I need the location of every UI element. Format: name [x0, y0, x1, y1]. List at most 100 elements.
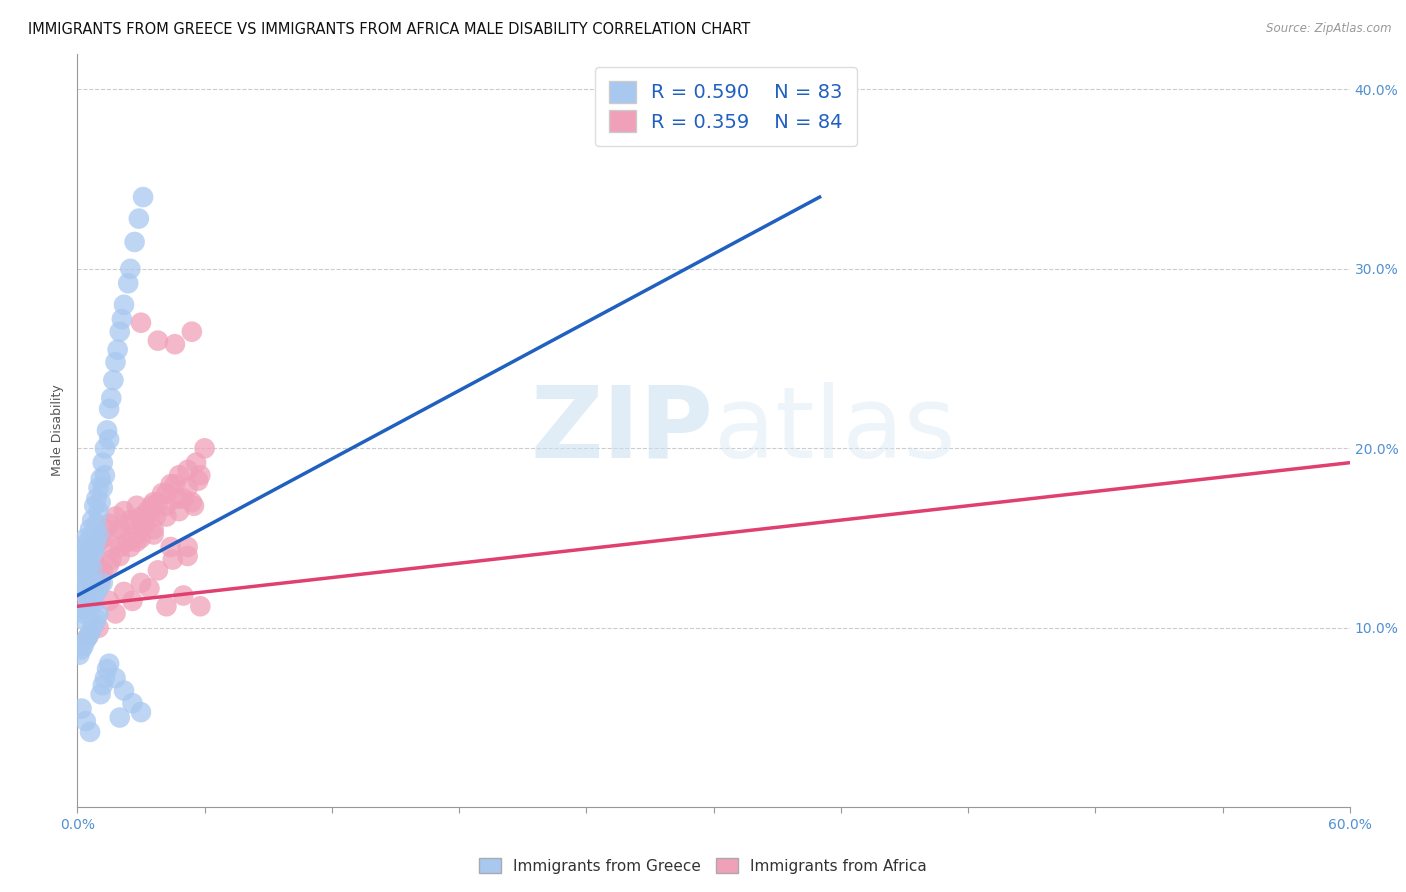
Point [188, 599, 211, 614]
Point [187, 474, 209, 488]
Point [91, 456, 114, 470]
Point [90, 472, 112, 486]
Point [73, 639, 96, 653]
Point [142, 527, 165, 541]
Point [125, 527, 148, 541]
Point [91, 678, 114, 692]
Point [73, 585, 96, 599]
Point [176, 540, 198, 554]
Point [83, 589, 105, 603]
Point [73, 566, 96, 581]
Legend: Immigrants from Greece, Immigrants from Africa: Immigrants from Greece, Immigrants from … [474, 852, 932, 880]
Point [162, 552, 184, 566]
Text: ZIP: ZIP [530, 382, 714, 479]
Point [129, 513, 152, 527]
Point [176, 463, 198, 477]
Point [94, 468, 117, 483]
Point [180, 495, 202, 509]
Point [163, 337, 186, 351]
Point [129, 316, 152, 330]
Point [98, 401, 121, 416]
Point [90, 576, 112, 591]
Point [180, 325, 202, 339]
Point [70, 558, 93, 572]
Point [82, 513, 104, 527]
Point [108, 522, 131, 536]
Point [75, 552, 97, 566]
Point [104, 355, 127, 369]
Point [172, 589, 194, 603]
Text: atlas: atlas [714, 382, 955, 479]
Point [146, 334, 169, 348]
Point [83, 525, 105, 540]
Point [121, 696, 143, 710]
Point [159, 540, 181, 554]
Point [83, 499, 105, 513]
Y-axis label: Male Disability: Male Disability [51, 384, 65, 476]
Point [176, 549, 198, 563]
Point [83, 617, 105, 632]
Point [86, 563, 108, 577]
Point [112, 585, 135, 599]
Point [87, 582, 110, 596]
Point [82, 561, 104, 575]
Point [70, 701, 93, 715]
Point [121, 594, 143, 608]
Point [142, 522, 165, 536]
Point [136, 504, 159, 518]
Point [79, 570, 101, 584]
Point [77, 630, 100, 644]
Point [98, 594, 121, 608]
Point [141, 499, 163, 513]
Point [125, 499, 148, 513]
Point [132, 190, 155, 204]
Point [159, 477, 181, 491]
Point [70, 576, 93, 591]
Point [83, 570, 105, 584]
Point [75, 603, 97, 617]
Point [82, 598, 104, 612]
Point [69, 648, 91, 662]
Point [75, 552, 97, 566]
Point [120, 516, 142, 531]
Point [79, 572, 101, 586]
Point [79, 554, 101, 568]
Point [83, 549, 105, 563]
Point [79, 724, 101, 739]
Point [70, 642, 93, 657]
Point [111, 312, 134, 326]
Point [146, 563, 169, 577]
Point [87, 607, 110, 621]
Point [117, 277, 139, 291]
Point [82, 543, 104, 558]
Point [70, 549, 93, 563]
Point [117, 534, 139, 549]
Point [172, 491, 194, 506]
Point [94, 522, 117, 536]
Point [75, 531, 97, 545]
Point [142, 495, 165, 509]
Point [98, 558, 121, 572]
Point [104, 509, 127, 524]
Point [91, 576, 114, 591]
Point [75, 714, 97, 728]
Point [108, 325, 131, 339]
Point [75, 570, 97, 584]
Point [138, 582, 160, 596]
Point [91, 563, 114, 577]
Point [96, 424, 118, 438]
Point [79, 594, 101, 608]
Point [166, 491, 188, 506]
Point [90, 687, 112, 701]
Point [73, 558, 96, 572]
Point [129, 509, 152, 524]
Point [141, 504, 163, 518]
Point [98, 516, 121, 531]
Point [146, 495, 169, 509]
Point [69, 566, 91, 581]
Point [70, 612, 93, 626]
Point [86, 491, 108, 506]
Point [79, 626, 101, 640]
Point [90, 570, 112, 584]
Point [167, 504, 190, 518]
